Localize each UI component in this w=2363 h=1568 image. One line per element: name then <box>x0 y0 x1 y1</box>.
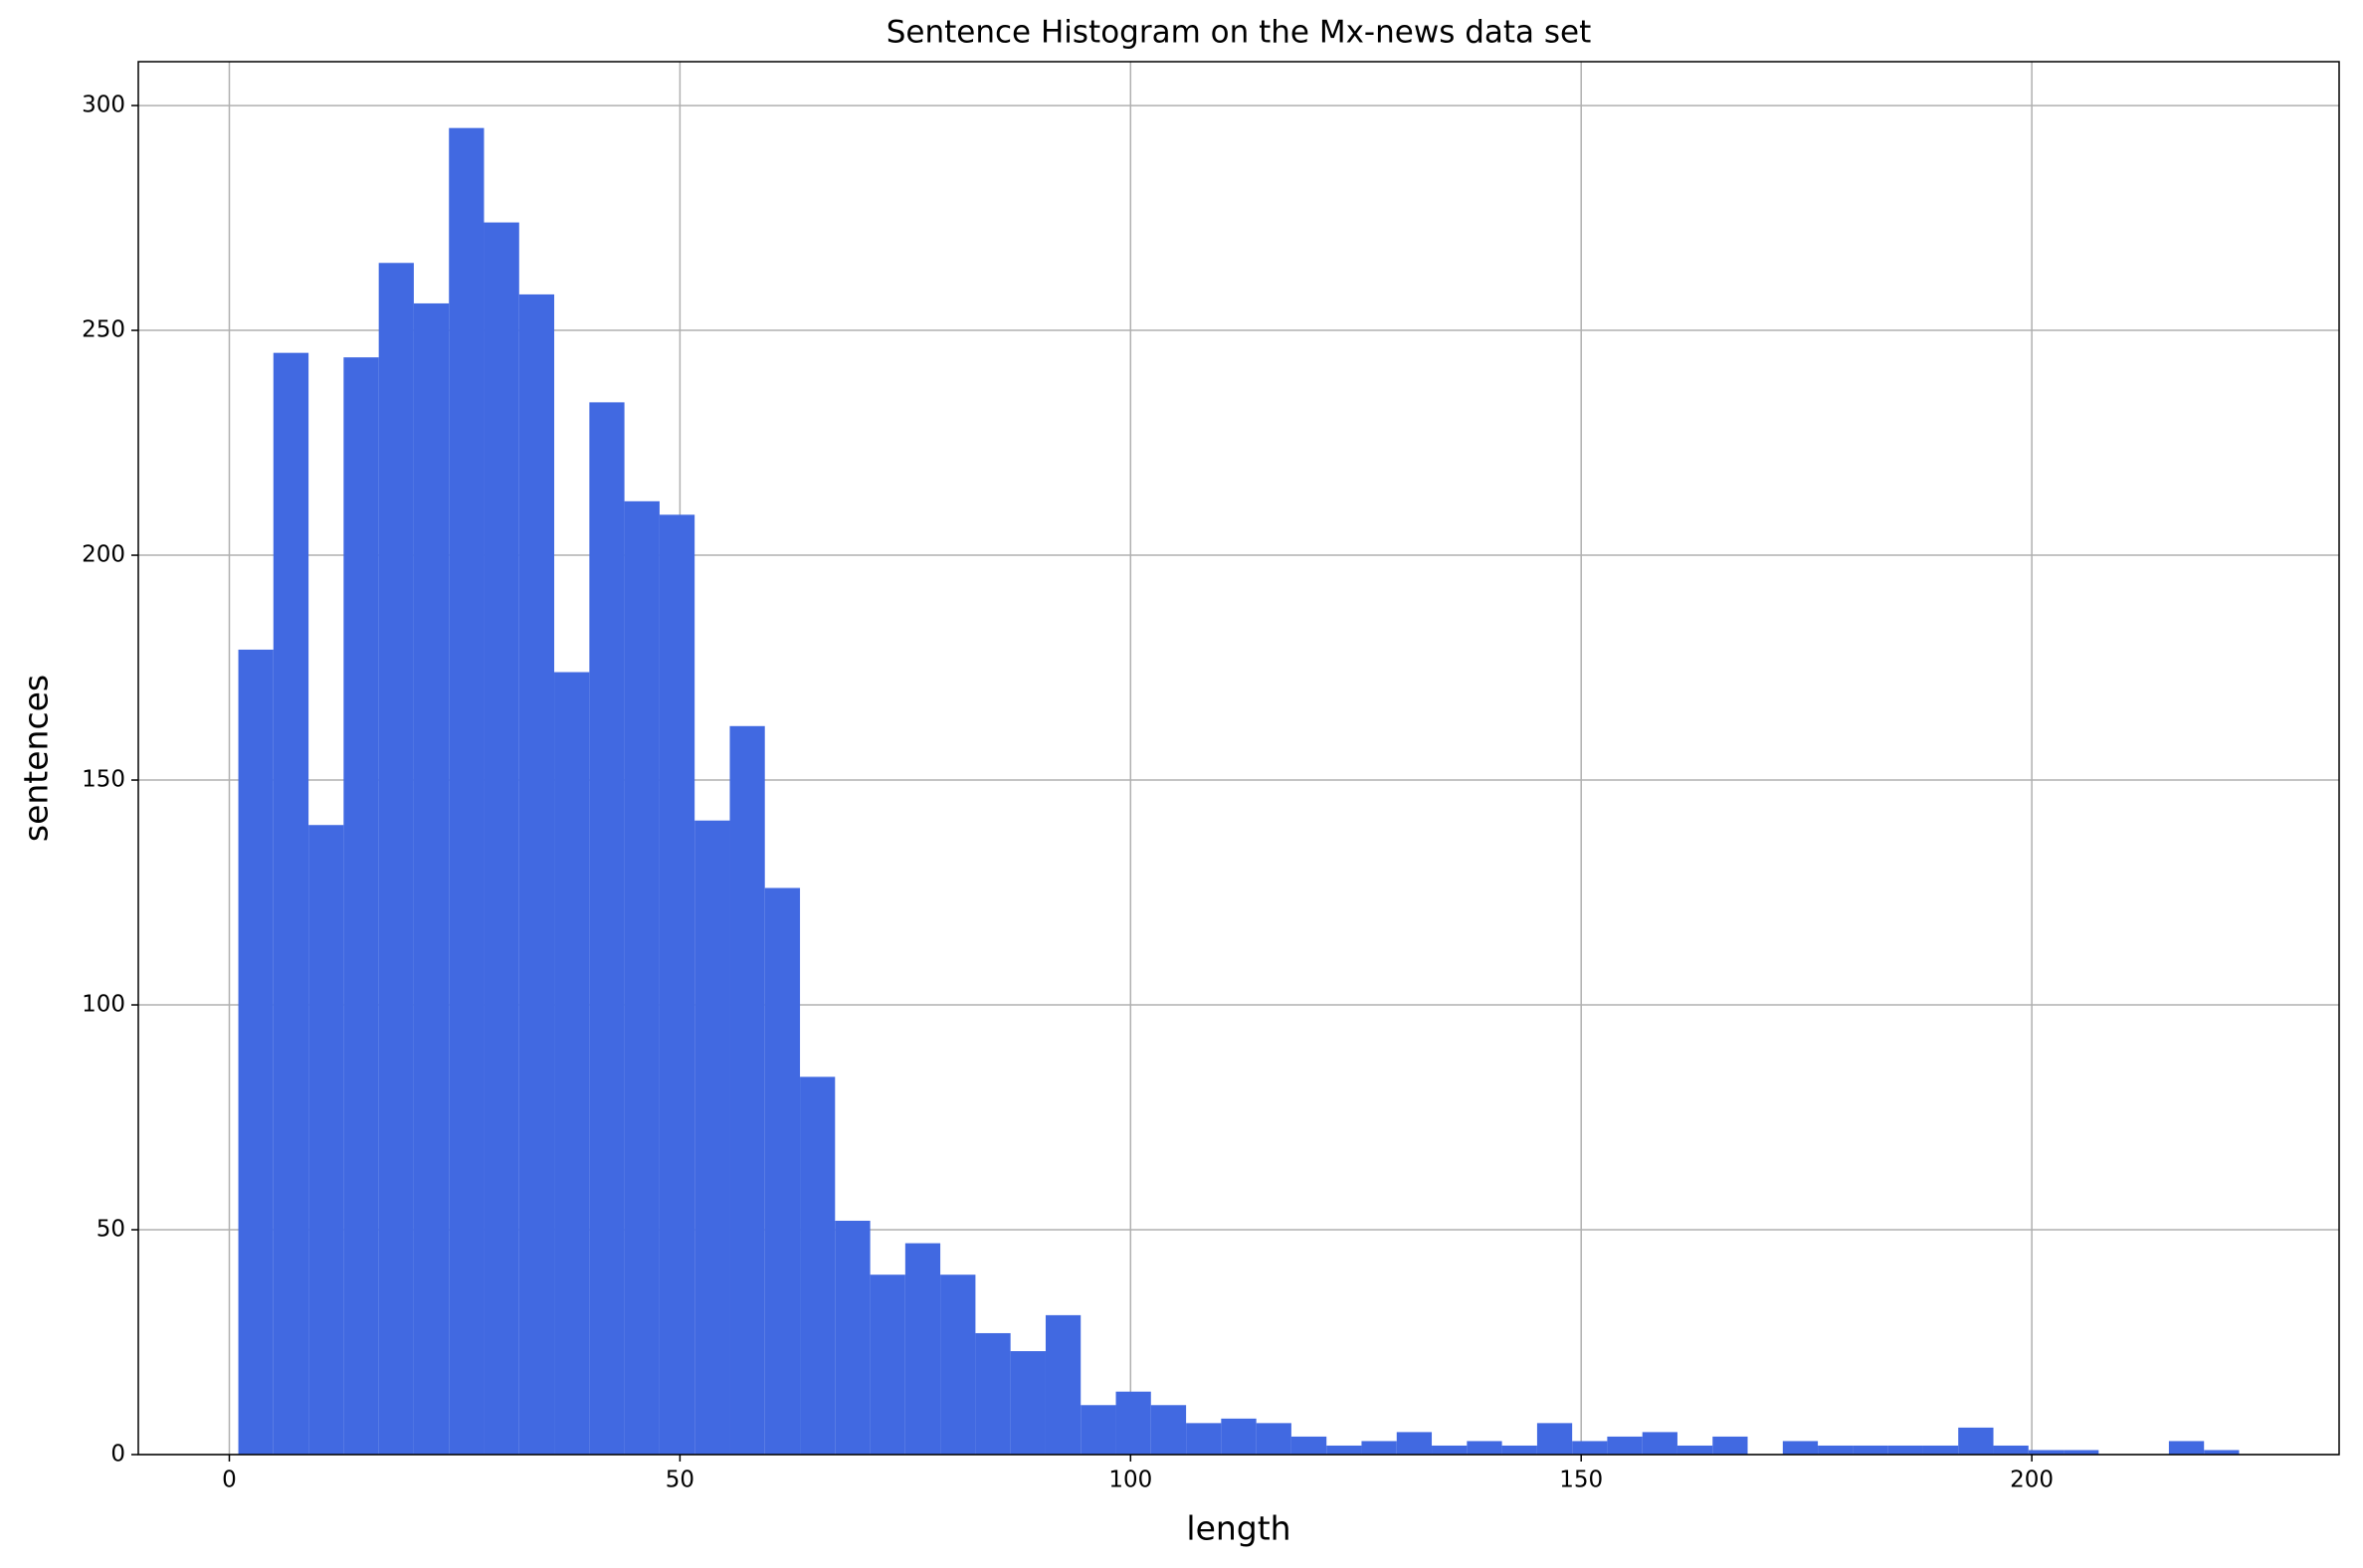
bar <box>1607 1436 1643 1455</box>
y-tick-label: 0 <box>110 1442 125 1468</box>
bar <box>238 649 274 1455</box>
bar <box>1150 1405 1187 1455</box>
bar <box>975 1332 1011 1455</box>
bar <box>1290 1436 1327 1455</box>
bar <box>1818 1445 1854 1455</box>
bar <box>273 352 309 1455</box>
bar <box>1361 1441 1397 1455</box>
bar <box>484 222 519 1456</box>
bar <box>2064 1450 2099 1455</box>
bar <box>1572 1441 1608 1455</box>
y-tick-label: 200 <box>82 542 125 568</box>
bar <box>694 820 730 1455</box>
plot-frame <box>137 61 2340 1456</box>
bar <box>378 263 414 1455</box>
chart-title: Sentence Histogram on the Mx-news data s… <box>886 15 1592 51</box>
x-tick-label: 0 <box>222 1468 237 1493</box>
bar <box>413 302 450 1455</box>
bar <box>1887 1445 1923 1455</box>
bar <box>1081 1405 1116 1455</box>
bar <box>1712 1436 1748 1455</box>
bar <box>1326 1445 1362 1455</box>
bar <box>764 887 801 1455</box>
bar <box>904 1243 941 1455</box>
bar <box>1993 1445 2029 1455</box>
bar <box>1853 1445 1888 1455</box>
bar <box>1642 1432 1677 1455</box>
bar <box>870 1274 905 1455</box>
x-tick-label: 200 <box>2010 1468 2054 1493</box>
x-tick-label: 150 <box>1559 1468 1603 1493</box>
bar <box>2204 1450 2240 1455</box>
y-tick-label: 300 <box>82 93 125 118</box>
bar <box>2168 1441 2205 1455</box>
bar <box>1501 1445 1537 1455</box>
bar <box>554 672 590 1455</box>
bar <box>1922 1445 1959 1455</box>
x-axis-label: length <box>1186 1509 1290 1548</box>
bar <box>518 294 555 1455</box>
bar <box>1221 1418 1257 1455</box>
x-tick-label: 50 <box>666 1468 694 1493</box>
y-tick-label: 100 <box>82 992 125 1018</box>
bar <box>449 127 485 1456</box>
bar <box>800 1077 836 1455</box>
bar <box>1467 1441 1502 1455</box>
bar <box>729 725 765 1455</box>
bar <box>1396 1432 1433 1455</box>
bar <box>589 402 625 1455</box>
y-tick-label: 250 <box>82 317 125 343</box>
y-axis-label: sentences <box>17 675 56 842</box>
y-tick-label: 150 <box>82 767 125 793</box>
bar <box>308 825 344 1455</box>
bar <box>1010 1351 1046 1455</box>
y-tick-label: 50 <box>97 1217 125 1243</box>
bar <box>1432 1445 1468 1455</box>
bar <box>1782 1441 1819 1455</box>
x-tick-label: 100 <box>1108 1468 1152 1493</box>
bar <box>624 500 660 1455</box>
bar <box>1536 1423 1573 1455</box>
bar <box>940 1274 976 1455</box>
bar <box>659 514 695 1455</box>
bar <box>1676 1445 1713 1455</box>
bar <box>1958 1427 1994 1455</box>
bar <box>835 1220 871 1455</box>
bar <box>1186 1423 1222 1455</box>
bar <box>2028 1450 2065 1455</box>
bar <box>1256 1423 1291 1455</box>
bar <box>1115 1391 1151 1455</box>
bar <box>1045 1314 1082 1455</box>
bar <box>343 357 379 1455</box>
